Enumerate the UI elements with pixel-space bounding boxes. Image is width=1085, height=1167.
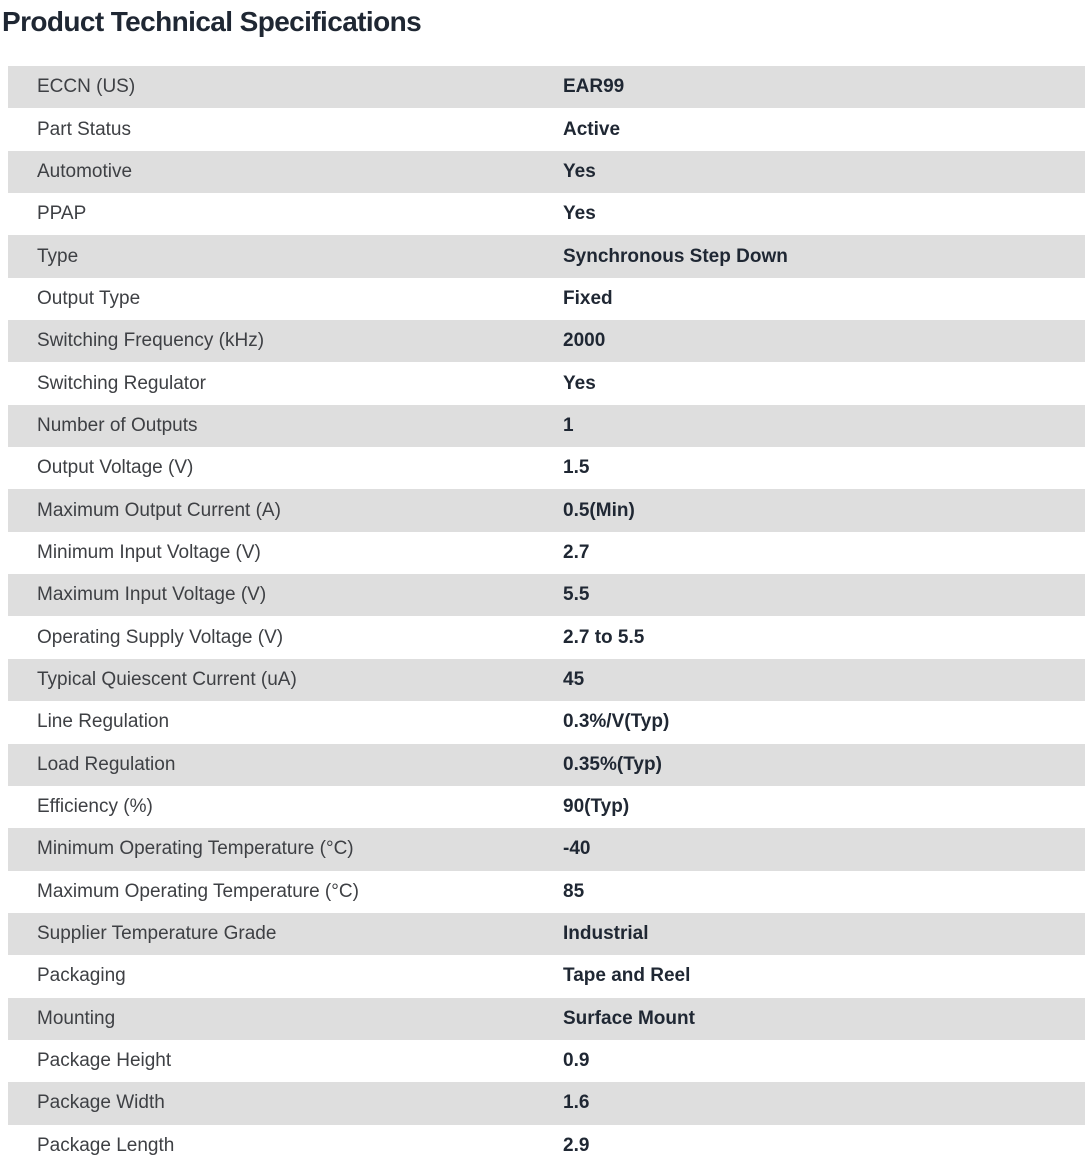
spec-label: Operating Supply Voltage (V) [37,626,284,648]
spec-label: Output Type [37,287,141,309]
spec-value: 0.35%(Typ) [563,753,662,775]
page-title: Product Technical Specifications [2,6,422,37]
spec-value: Active [563,118,621,140]
spec-value: Tape and Reel [563,965,691,987]
spec-value: 2.9 [563,1134,590,1156]
spec-value: 1.6 [563,1092,590,1114]
spec-value: 45 [563,668,585,690]
spec-label: Number of Outputs [37,414,198,436]
table-row: PPAP Yes [8,193,1085,236]
spec-value: Yes [563,203,596,225]
spec-label: Type [37,245,79,267]
spec-label: Typical Quiescent Current (uA) [37,668,297,690]
spec-value: 2.7 [563,541,590,563]
spec-label: Maximum Operating Temperature (°C) [37,880,359,902]
spec-label: ECCN (US) [37,76,136,98]
table-row: ECCN (US) EAR99 [8,66,1085,109]
table-row: Output Voltage (V) 1.5 [8,447,1085,490]
spec-value: -40 [563,838,591,860]
spec-label: Efficiency (%) [37,796,153,818]
spec-label: Part Status [37,118,131,140]
table-row: Number of Outputs 1 [8,404,1085,448]
table-row: Maximum Input Voltage (V) 5.5 [8,574,1085,617]
table-row: Mounting Surface Mount [8,997,1085,1040]
spec-value: EAR99 [563,76,625,98]
spec-value: Industrial [563,923,649,945]
spec-value: Surface Mount [563,1007,695,1029]
spec-label: Switching Frequency (kHz) [37,330,265,352]
spec-value: 90(Typ) [563,796,630,818]
table-row: Part Status Active [8,108,1085,151]
table-row: Minimum Operating Temperature (°C) -40 [8,828,1085,871]
spec-label: Line Regulation [37,711,170,733]
spec-value: 2.7 to 5.5 [563,626,645,648]
spec-label: PPAP [37,203,87,225]
table-row: Switching Frequency (kHz) 2000 [8,320,1085,363]
table-row: Line Regulation 0.3%/V(Typ) [8,701,1085,744]
table-row: Packaging Tape and Reel [8,955,1085,998]
table-row: Automotive Yes [8,150,1085,194]
spec-label: Switching Regulator [37,372,206,394]
table-row: Supplier Temperature Grade Industrial [8,912,1085,956]
spec-value: 0.9 [563,1050,590,1072]
spec-value: 85 [563,880,585,902]
table-row: Operating Supply Voltage (V) 2.7 to 5.5 [8,616,1085,659]
table-row: Output Type Fixed [8,277,1085,321]
spec-value: Yes [563,372,596,394]
table-row: Minimum Input Voltage (V) 2.7 [8,531,1085,575]
table-row: Switching Regulator Yes [8,362,1085,405]
spec-label: Output Voltage (V) [37,457,194,479]
table-row: Package Length 2.9 [8,1124,1085,1167]
spec-value: 0.5(Min) [563,499,635,521]
spec-label: Load Regulation [37,753,176,775]
spec-label: Automotive [37,160,133,182]
spec-label: Package Length [37,1134,175,1156]
table-row: Package Height 0.9 [8,1039,1085,1083]
spec-value: 1.5 [563,457,590,479]
spec-label: Minimum Operating Temperature (°C) [37,838,354,860]
spec-label: Packaging [37,965,126,987]
spec-value: 1 [563,414,574,436]
spec-value: 2000 [563,330,606,352]
table-row: Type Synchronous Step Down [8,235,1085,278]
spec-table: ECCN (US) EAR99 Part Status Active Autom… [8,66,1085,1167]
table-row: Efficiency (%) 90(Typ) [8,785,1085,829]
table-row: Maximum Output Current (A) 0.5(Min) [8,489,1085,532]
spec-label: Mounting [37,1007,116,1029]
table-row: Typical Quiescent Current (uA) 45 [8,658,1085,702]
spec-value: Yes [563,160,596,182]
spec-value: 0.3%/V(Typ) [563,711,670,733]
spec-label: Maximum Input Voltage (V) [37,584,267,606]
spec-label: Package Width [37,1092,165,1114]
spec-value: Fixed [563,287,613,309]
spec-label: Package Height [37,1050,172,1072]
spec-value: Synchronous Step Down [563,245,788,267]
spec-label: Supplier Temperature Grade [37,923,277,945]
table-row: Load Regulation 0.35%(Typ) [8,743,1085,786]
spec-label: Maximum Output Current (A) [37,499,281,521]
spec-label: Minimum Input Voltage (V) [37,541,261,563]
spec-value: 5.5 [563,584,590,606]
table-row: Maximum Operating Temperature (°C) 85 [8,870,1085,913]
table-row: Package Width 1.6 [8,1082,1085,1125]
